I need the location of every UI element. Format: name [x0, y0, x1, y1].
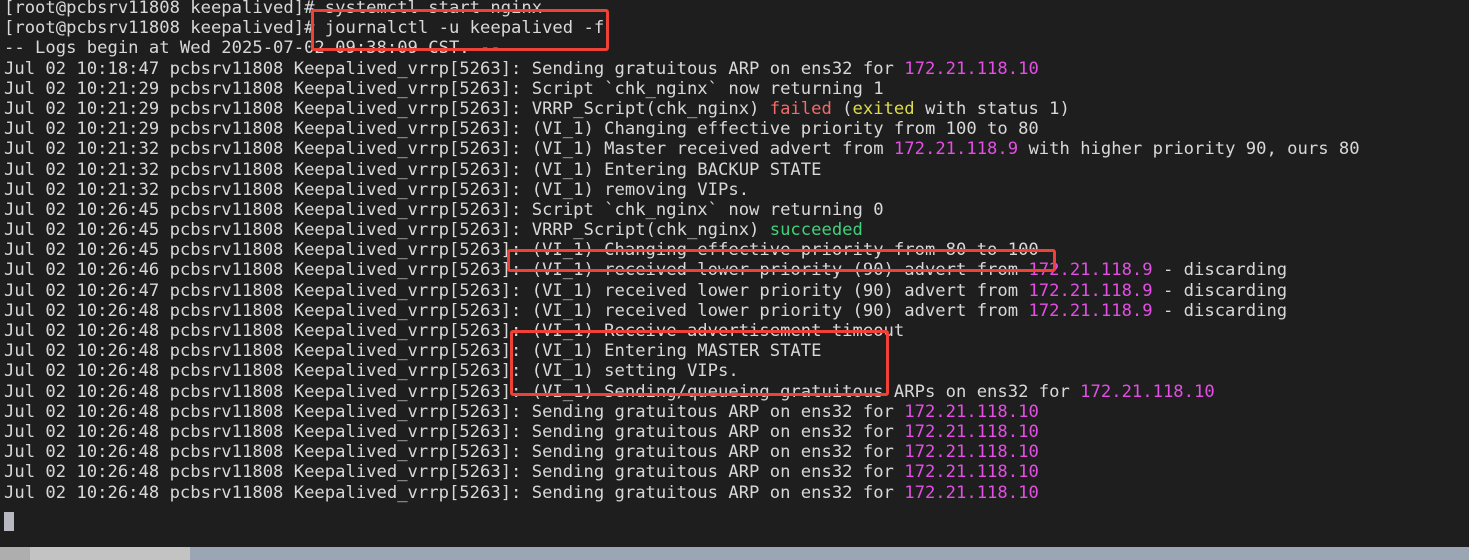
terminal-line: [root@pcbsrv11808 keepalived]# journalct…: [0, 18, 1469, 38]
terminal-text-segment: Jul 02 10:26:48 pcbsrv11808 Keepalived_v…: [4, 401, 905, 422]
terminal-text-segment: Jul 02 10:21:29 pcbsrv11808 Keepalived_v…: [4, 78, 884, 99]
terminal-text-segment: Jul 02 10:26:45 pcbsrv11808 Keepalived_v…: [4, 199, 884, 220]
terminal-text-segment: 172.21.118.10: [904, 401, 1039, 422]
terminal-text-segment: 172.21.118.9: [1028, 300, 1153, 321]
terminal-line: Jul 02 10:26:45 pcbsrv11808 Keepalived_v…: [0, 240, 1469, 260]
terminal-line: Jul 02 10:26:48 pcbsrv11808 Keepalived_v…: [0, 462, 1469, 482]
terminal-text-segment: [root@pcbsrv11808 keepalived]# journalct…: [4, 18, 605, 39]
terminal-text-segment: 172.21.118.9: [893, 139, 1019, 160]
terminal-text-segment: - discarding: [1152, 280, 1288, 301]
terminal-line: Jul 02 10:26:48 pcbsrv11808 Keepalived_v…: [0, 442, 1469, 462]
terminal-text-segment: Jul 02 10:26:48 pcbsrv11808 Keepalived_v…: [4, 421, 905, 442]
terminal-text-segment: Jul 02 10:21:32 pcbsrv11808 Keepalived_v…: [4, 179, 750, 200]
terminal-text-segment: -- Logs begin at Wed 2025-07-02 09:38:09…: [4, 38, 501, 59]
terminal-text-segment: 172.21.118.10: [1080, 381, 1215, 402]
terminal-line: Jul 02 10:21:29 pcbsrv11808 Keepalived_v…: [0, 119, 1469, 139]
terminal-line: Jul 02 10:26:48 pcbsrv11808 Keepalived_v…: [0, 422, 1469, 442]
terminal-text-segment: [root@pcbsrv11808 keepalived]# systemctl…: [4, 0, 543, 18]
terminal-line: Jul 02 10:21:29 pcbsrv11808 Keepalived_v…: [0, 99, 1469, 119]
terminal-text-segment: Jul 02 10:26:48 pcbsrv11808 Keepalived_v…: [4, 482, 905, 503]
terminal-line: Jul 02 10:26:46 pcbsrv11808 Keepalived_v…: [0, 260, 1469, 280]
terminal-output[interactable]: Jul 02 10:21:27 pcbsrv11808 systemd[1]: …: [0, 0, 1469, 547]
horizontal-scrollbar[interactable]: [0, 547, 1469, 560]
terminal-text-segment: Jul 02 10:26:47 pcbsrv11808 Keepalived_v…: [4, 280, 1029, 301]
terminal-text-segment: Jul 02 10:26:48 pcbsrv11808 Keepalived_v…: [4, 361, 739, 382]
scrollbar-thumb[interactable]: [0, 547, 190, 560]
terminal-text-segment: exited: [852, 98, 915, 119]
terminal-line: [root@pcbsrv11808 keepalived]# systemctl…: [0, 0, 1469, 18]
terminal-text-segment: with status 1): [914, 98, 1070, 119]
terminal-text-segment: Jul 02 10:26:45 pcbsrv11808 Keepalived_v…: [4, 240, 1039, 261]
terminal-text-segment: 172.21.118.10: [904, 462, 1039, 483]
terminal-text-segment: (: [831, 98, 853, 119]
terminal-text-segment: 172.21.118.10: [904, 421, 1039, 442]
terminal-text-segment: with higher priority 90, ours 80: [1018, 139, 1360, 160]
terminal-text-segment: Jul 02 10:26:48 pcbsrv11808 Keepalived_v…: [4, 300, 1029, 321]
terminal-line: Jul 02 10:21:29 pcbsrv11808 Keepalived_v…: [0, 79, 1469, 99]
terminal-line: Jul 02 10:21:32 pcbsrv11808 Keepalived_v…: [0, 180, 1469, 200]
terminal-text-segment: succeeded: [769, 220, 863, 241]
terminal-text-segment: Jul 02 10:26:46 pcbsrv11808 Keepalived_v…: [4, 260, 1029, 281]
terminal-text-segment: Jul 02 10:21:29 pcbsrv11808 Keepalived_v…: [4, 119, 1039, 140]
terminal-line: Jul 02 10:26:48 pcbsrv11808 Keepalived_v…: [0, 361, 1469, 381]
text-cursor: [4, 512, 14, 531]
scrollbar-thumb-cap[interactable]: [0, 547, 30, 560]
terminal-text-segment: 172.21.118.10: [904, 58, 1039, 79]
terminal-text-segment: Jul 02 10:26:45 pcbsrv11808 Keepalived_v…: [4, 220, 770, 241]
terminal-text-segment: Jul 02 10:21:32 pcbsrv11808 Keepalived_v…: [4, 159, 822, 180]
terminal-text-segment: 172.21.118.10: [904, 442, 1039, 463]
terminal-text-segment: 172.21.118.9: [1028, 280, 1153, 301]
terminal-line: Jul 02 10:21:32 pcbsrv11808 Keepalived_v…: [0, 160, 1469, 180]
terminal-text-segment: Jul 02 10:26:48 pcbsrv11808 Keepalived_v…: [4, 341, 822, 362]
terminal-line: Jul 02 10:26:48 pcbsrv11808 Keepalived_v…: [0, 341, 1469, 361]
terminal-text-segment: Jul 02 10:26:48 pcbsrv11808 Keepalived_v…: [4, 442, 905, 463]
terminal-line: Jul 02 10:26:48 pcbsrv11808 Keepalived_v…: [0, 483, 1469, 503]
terminal-text-segment: - discarding: [1152, 260, 1288, 281]
terminal-text-segment: Jul 02 10:26:48 pcbsrv11808 Keepalived_v…: [4, 462, 905, 483]
terminal-text-segment: Jul 02 10:21:29 pcbsrv11808 Keepalived_v…: [4, 98, 770, 119]
terminal-text-segment: 172.21.118.10: [904, 482, 1039, 503]
terminal-line: Jul 02 10:26:47 pcbsrv11808 Keepalived_v…: [0, 281, 1469, 301]
terminal-line: Jul 02 10:26:48 pcbsrv11808 Keepalived_v…: [0, 382, 1469, 402]
terminal-text-segment: Jul 02 10:18:47 pcbsrv11808 Keepalived_v…: [4, 58, 905, 79]
terminal-line: Jul 02 10:26:48 pcbsrv11808 Keepalived_v…: [0, 301, 1469, 321]
terminal-line: Jul 02 10:21:32 pcbsrv11808 Keepalived_v…: [0, 139, 1469, 159]
terminal-line: Jul 02 10:18:47 pcbsrv11808 Keepalived_v…: [0, 59, 1469, 79]
terminal-text-segment: Jul 02 10:26:48 pcbsrv11808 Keepalived_v…: [4, 381, 1081, 402]
terminal-line: Jul 02 10:26:45 pcbsrv11808 Keepalived_v…: [0, 220, 1469, 240]
terminal-line: -- Logs begin at Wed 2025-07-02 09:38:09…: [0, 38, 1469, 58]
terminal-text-segment: 172.21.118.9: [1028, 260, 1153, 281]
terminal-text-segment: Jul 02 10:21:32 pcbsrv11808 Keepalived_v…: [4, 139, 894, 160]
terminal-line: Jul 02 10:26:48 pcbsrv11808 Keepalived_v…: [0, 321, 1469, 341]
terminal-text-segment: failed: [769, 98, 832, 119]
terminal-line: Jul 02 10:26:48 pcbsrv11808 Keepalived_v…: [0, 402, 1469, 422]
terminal-line: Jul 02 10:26:45 pcbsrv11808 Keepalived_v…: [0, 200, 1469, 220]
terminal-text-segment: Jul 02 10:26:48 pcbsrv11808 Keepalived_v…: [4, 321, 905, 341]
terminal-text-segment: - discarding: [1152, 300, 1288, 321]
